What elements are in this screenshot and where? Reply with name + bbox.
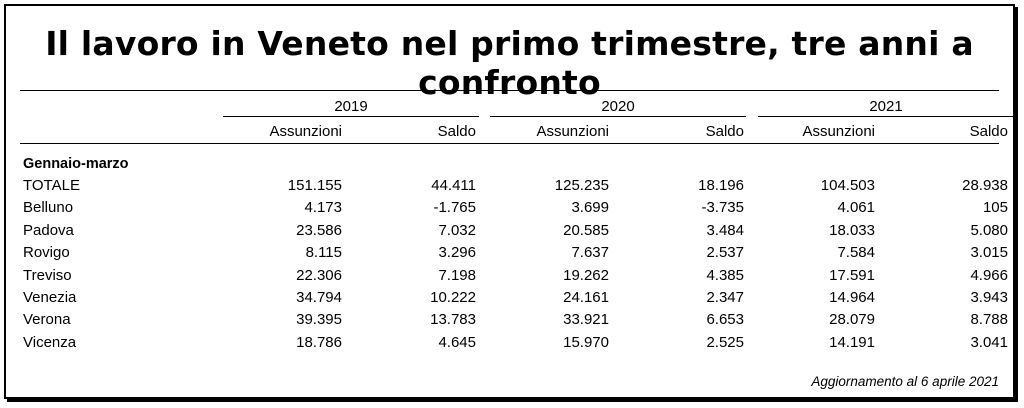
cell-assunzioni-2021: 4.061 bbox=[837, 199, 875, 217]
row-label: Verona bbox=[23, 311, 71, 329]
row-label: Venezia bbox=[23, 289, 77, 306]
cell-assunzioni-2021: 7.584 bbox=[837, 244, 875, 262]
year-2021-underline bbox=[758, 116, 1014, 117]
row-label: Padova bbox=[23, 221, 74, 239]
year-2021-header: 2021 bbox=[869, 98, 903, 115]
cell-assunzioni-2019: 22.306 bbox=[296, 266, 342, 284]
cell-saldo-2020: 2.525 bbox=[706, 333, 744, 351]
cell-saldo-2019: 4.645 bbox=[438, 333, 476, 351]
cell-saldo-2019: 44.411 bbox=[431, 177, 476, 194]
col-assunzioni-2019: Assunzioni bbox=[269, 123, 342, 140]
page-title: Il lavoro in Veneto nel primo trimestre,… bbox=[45, 24, 974, 102]
cell-assunzioni-2021: 17.591 bbox=[829, 266, 875, 284]
col-assunzioni-2021: Assunzioni bbox=[802, 123, 875, 140]
table-row: TOTALE 151.155 44.411 125.235 18.196 104.503 2… bbox=[6, 177, 1013, 199]
cell-saldo-2020: 4.385 bbox=[706, 266, 744, 284]
cell-saldo-2019: 3.296 bbox=[438, 244, 476, 262]
row-label: Belluno bbox=[23, 199, 74, 217]
cell-assunzioni-2019: 8.115 bbox=[305, 244, 342, 262]
cell-saldo-2021: 8.788 bbox=[970, 311, 1008, 329]
cell-assunzioni-2021: 14.964 bbox=[829, 289, 875, 306]
cell-saldo-2019: 7.198 bbox=[438, 266, 476, 284]
col-saldo-2021: Saldo bbox=[969, 123, 1008, 140]
cell-assunzioni-2019: 39.395 bbox=[296, 311, 342, 329]
cell-saldo-2021: 3.943 bbox=[970, 289, 1008, 306]
year-2019-header: 2019 bbox=[334, 98, 368, 115]
year-2019-underline bbox=[223, 116, 479, 117]
cell-saldo-2020: 6.653 bbox=[706, 311, 744, 329]
col-saldo-2019: Saldo bbox=[437, 123, 476, 140]
col-saldo-2020: Saldo bbox=[705, 123, 744, 140]
section-label: Gennaio-marzo bbox=[23, 156, 129, 172]
col-assunzioni-2020: Assunzioni bbox=[536, 123, 609, 140]
update-note: Aggiornamento al 6 aprile 2021 bbox=[811, 374, 999, 389]
cell-assunzioni-2020: 20.585 bbox=[563, 221, 609, 239]
cell-saldo-2021: 3.015 bbox=[970, 244, 1008, 262]
table-frame: Il lavoro in Veneto nel primo trimestre,… bbox=[4, 4, 1015, 399]
cell-assunzioni-2021: 18.033 bbox=[829, 221, 875, 239]
cell-saldo-2021: 4.966 bbox=[970, 266, 1008, 284]
cell-saldo-2019: 10.222 bbox=[430, 289, 476, 306]
cell-assunzioni-2019: 18.786 bbox=[296, 333, 342, 351]
header-divider bbox=[20, 143, 999, 144]
cell-saldo-2021: 3.041 bbox=[970, 333, 1008, 351]
row-label: Treviso bbox=[23, 266, 72, 284]
table-row: Vicenza 18.786 4.645 15.970 2.525 14.191 3.041 bbox=[6, 334, 1013, 356]
table-row: Padova 23.586 7.032 20.585 3.484 18.033 5.080 bbox=[6, 222, 1013, 244]
cell-assunzioni-2020: 7.637 bbox=[571, 244, 609, 262]
table-row: Verona 39.395 13.783 33.921 6.653 28.079 8.788 bbox=[6, 311, 1013, 333]
top-divider bbox=[20, 90, 999, 91]
cell-saldo-2020: 3.484 bbox=[706, 221, 744, 239]
cell-assunzioni-2020: 125.235 bbox=[554, 177, 609, 194]
cell-saldo-2021: 28.938 bbox=[962, 177, 1008, 194]
cell-assunzioni-2020: 24.161 bbox=[563, 289, 609, 306]
cell-assunzioni-2020: 19.262 bbox=[563, 266, 609, 284]
cell-assunzioni-2020: 15.970 bbox=[563, 333, 609, 351]
cell-saldo-2021: 105 bbox=[982, 199, 1008, 217]
cell-saldo-2019: -1.765 bbox=[433, 199, 476, 217]
row-label: TOTALE bbox=[23, 177, 80, 194]
cell-assunzioni-2021: 28.079 bbox=[829, 311, 875, 329]
year-2020-underline bbox=[490, 116, 746, 117]
table-row: Venezia 34.794 10.222 24.161 2.347 14.964 3.94… bbox=[6, 289, 1013, 311]
cell-assunzioni-2020: 3.699 bbox=[571, 199, 609, 217]
cell-assunzioni-2019: 23.586 bbox=[296, 221, 342, 239]
table-row: Belluno 4.173 -1.765 3.699 -3.735 4.061 105 bbox=[6, 199, 1013, 221]
cell-assunzioni-2020: 33.921 bbox=[563, 311, 609, 329]
cell-saldo-2021: 5.080 bbox=[970, 221, 1008, 239]
year-2020-header: 2020 bbox=[601, 98, 635, 115]
cell-assunzioni-2021: 14.191 bbox=[829, 333, 875, 351]
row-label: Rovigo bbox=[23, 244, 70, 262]
cell-assunzioni-2019: 4.173 bbox=[304, 199, 342, 217]
row-label: Vicenza bbox=[23, 333, 77, 351]
cell-saldo-2019: 13.783 bbox=[430, 311, 476, 329]
cell-saldo-2020: 2.347 bbox=[706, 289, 744, 306]
cell-saldo-2020: -3.735 bbox=[701, 199, 744, 217]
cell-saldo-2020: 18.196 bbox=[698, 177, 744, 194]
cell-assunzioni-2021: 104.503 bbox=[820, 177, 875, 194]
table-row: Rovigo 8.115 3.296 7.637 2.537 7.584 3.015 bbox=[6, 244, 1013, 266]
table-row: Treviso 22.306 7.198 19.262 4.385 17.591 4.966 bbox=[6, 267, 1013, 289]
cell-saldo-2019: 7.032 bbox=[438, 221, 476, 239]
cell-assunzioni-2019: 151.155 bbox=[287, 177, 342, 194]
cell-saldo-2020: 2.537 bbox=[706, 244, 744, 262]
cell-assunzioni-2019: 34.794 bbox=[296, 289, 342, 306]
